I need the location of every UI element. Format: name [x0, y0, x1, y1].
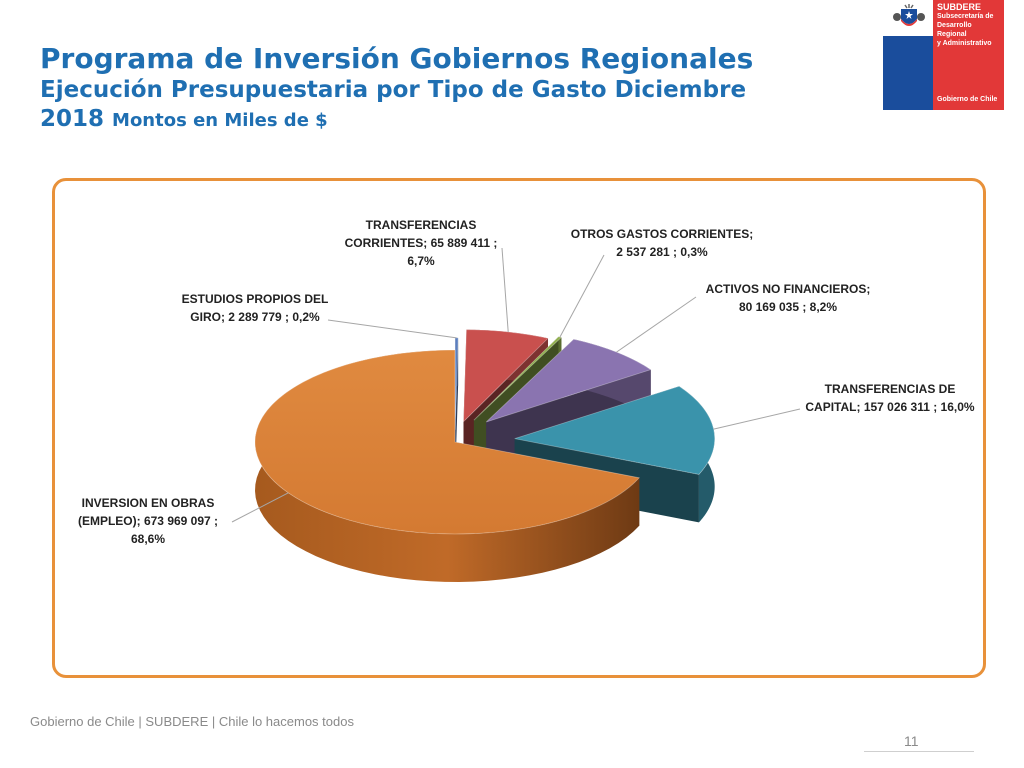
logo-brand-line: Desarrollo Regional: [937, 22, 972, 38]
leader-line: [231, 492, 289, 523]
data-label-line: TRANSFERENCIAS: [366, 218, 477, 232]
data-label-line: 80 169 035 ; 8,2%: [739, 300, 837, 314]
data-label-line: CAPITAL; 157 026 311 ; 16,0%: [805, 400, 975, 414]
leader-line: [616, 296, 697, 353]
logo-brand-line: Subsecretaría de: [937, 13, 994, 20]
data-label: ESTUDIOS PROPIOS DEL GIRO; 2 289 779 ; 0,…: [182, 292, 329, 324]
pie-slice-top: [514, 385, 716, 475]
title-line-1: Programa de Inversión Gobiernos Regional…: [40, 42, 754, 75]
data-label-line: (EMPLEO); 673 969 097 ;: [78, 514, 218, 528]
leader-line: [327, 319, 457, 339]
footer-text: Gobierno de Chile | SUBDERE | Chile lo h…: [30, 714, 354, 729]
pie-slice-top: [473, 336, 563, 421]
pie-slice-top: [485, 338, 652, 423]
leader-line: [501, 247, 509, 332]
data-label-line: OTROS GASTOS CORRIENTES;: [571, 227, 753, 241]
page-number: 11: [904, 733, 919, 749]
data-label-line: CORRIENTES; 65 889 411 ;: [345, 236, 498, 250]
logo-red-panel: [933, 0, 1004, 110]
data-label: ACTIVOS NO FINANCIEROS; 80 169 035 ; 8,2%: [706, 282, 871, 314]
coat-of-arms-icon: [893, 4, 925, 26]
data-label-line: GIRO; 2 289 779 ; 0,2%: [190, 310, 320, 324]
pie-slice: [254, 349, 641, 582]
leader-line: [713, 408, 801, 430]
data-label-line: 2 537 281 ; 0,3%: [616, 245, 708, 259]
pie-slice-top: [254, 349, 641, 535]
data-label-line: INVERSION EN OBRAS: [82, 496, 215, 510]
chart-frame: [52, 178, 986, 678]
logo-brand-name: SUBDERE: [937, 2, 982, 12]
data-label: INVERSION EN OBRAS (EMPLEO); 673 969 097 …: [78, 496, 218, 546]
data-label-line: TRANSFERENCIAS DE: [825, 382, 956, 396]
pie-slice-top: [463, 329, 549, 423]
title-line-3: 2018 Montos en Miles de $: [40, 105, 860, 135]
page-divider: [864, 751, 974, 752]
data-label-line: ESTUDIOS PROPIOS DEL: [182, 292, 329, 306]
title-line-2: Ejecución Presupuestaria por Tipo de Gas…: [40, 77, 747, 103]
data-label-line: 6,7%: [407, 254, 435, 268]
data-label-line: ACTIVOS NO FINANCIEROS;: [706, 282, 871, 296]
data-label: TRANSFERENCIAS DE CAPITAL; 157 026 311 ; …: [805, 382, 975, 414]
subdere-logo: SUBDERE Subsecretaría de Desarrollo Regi…: [883, 0, 1004, 110]
title-units: Montos en Miles de $: [112, 110, 328, 131]
data-label-line: 68,6%: [131, 532, 165, 546]
logo-brand-line: y Administrativo: [937, 40, 992, 47]
leader-line: [559, 254, 605, 338]
data-label: OTROS GASTOS CORRIENTES; 2 537 281 ; 0,3%: [571, 227, 753, 259]
logo-government-text: Gobierno de Chile: [937, 96, 998, 103]
data-label: TRANSFERENCIAS CORRIENTES; 65 889 411 ; 6,…: [345, 218, 498, 268]
title-year: 2018: [40, 106, 105, 132]
logo-brand-text: SUBDERE Subsecretaría de Desarrollo Regi…: [937, 3, 1003, 48]
page-title: Programa de Inversión Gobiernos Regional…: [40, 42, 860, 135]
